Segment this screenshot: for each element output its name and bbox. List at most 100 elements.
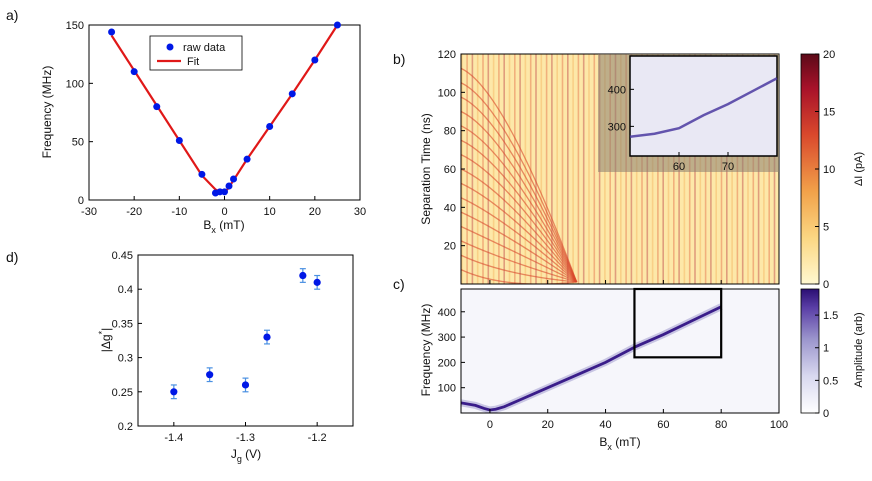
inset-ytick-label: 300 — [608, 121, 626, 133]
panel-a-ytick-label: 0 — [78, 195, 84, 207]
raw-data-point — [333, 21, 341, 29]
colorbar-tick-label: 15 — [823, 107, 835, 119]
spectrum-trace — [461, 305, 722, 412]
panel-a-xtick-label: -30 — [81, 206, 97, 218]
fringe-curve — [461, 139, 578, 283]
fringe-line — [556, 54, 558, 284]
panel-label-b: b) — [393, 51, 405, 67]
gfactor-point — [299, 268, 307, 283]
raw-data-point — [311, 56, 319, 64]
inset-trace — [629, 77, 778, 138]
panel-label-d: d) — [6, 249, 18, 265]
panel-c-xlabel: Bx (mT) — [599, 435, 640, 452]
panel-c-xtick-label: 20 — [542, 419, 554, 431]
panel-b-ytick-label: 40 — [444, 202, 456, 214]
gfactor-point — [241, 377, 250, 393]
fringe-line — [582, 54, 585, 284]
panel-c-xtick-label: 80 — [715, 419, 727, 431]
colorbar-tick-label: 20 — [823, 49, 835, 61]
raw-data-point — [221, 188, 228, 196]
panel-d-ytick-label: 0.25 — [112, 387, 133, 399]
panel-d-xtick-label: -1.2 — [308, 432, 327, 444]
fringe-curve — [461, 225, 577, 283]
fringe-line — [498, 54, 500, 284]
fringe-curve — [461, 67, 578, 283]
gfactor-point — [206, 367, 214, 383]
panel-d-xtick-label: -1.4 — [164, 432, 183, 444]
panel-a-ytick-label: 50 — [72, 137, 84, 149]
panel-d-ylabel: |Δg*| — [97, 328, 113, 352]
fringe-line — [540, 54, 543, 284]
fringe-line — [561, 54, 564, 284]
panel-c-frame — [460, 288, 780, 414]
fringe-curve — [461, 82, 578, 283]
fringe-curve — [461, 254, 577, 283]
zoom-box — [633, 287, 723, 359]
fringe-line — [466, 54, 468, 284]
raw-data-point — [130, 68, 138, 76]
fringe-curve — [461, 168, 578, 283]
panel-c-ytick-label: 100 — [438, 383, 456, 395]
colorbar-tick-label: 10 — [823, 164, 835, 176]
fringe-curve — [461, 154, 578, 283]
panel-d-xlabel: Jg (V) — [231, 447, 261, 464]
panel-c-ylabel: Frequency (MHz) — [419, 304, 433, 397]
colorbar-tick-label: 0 — [823, 279, 829, 291]
panel-c-xtick-label: 60 — [657, 419, 669, 431]
panel-a-ytick-label: 150 — [66, 20, 84, 32]
panel-label-c: c) — [393, 276, 405, 292]
panel-label-a: a) — [6, 7, 18, 23]
fringe-line — [487, 54, 490, 284]
fringe-line — [577, 54, 580, 284]
panel-b-heatmap: 20 40 60 80 100 120 60 70 300 400 Separation Tim… — [419, 49, 780, 285]
panel-a-xtick-label: 0 — [221, 206, 227, 218]
panel-c-xtick-label: 0 — [487, 419, 493, 431]
fringe-line — [545, 54, 548, 284]
panel-d-ytick-label: 0.2 — [118, 421, 133, 433]
raw-data-point — [266, 123, 274, 130]
inset-xtick-label: 70 — [722, 161, 734, 173]
panel-c-ytick-label: 200 — [438, 357, 456, 369]
colorbar-tick-label: 1 — [823, 343, 829, 355]
fringe-curve — [461, 110, 578, 283]
fringe-line — [476, 54, 479, 284]
panel-a-ylabel: Frequency (MHz) — [40, 66, 54, 159]
fringe-line — [519, 54, 521, 284]
fringe-curve — [461, 125, 578, 283]
panel-a-xtick-label: 30 — [354, 206, 366, 218]
fringe-line — [572, 54, 574, 284]
raw-data-point — [198, 170, 206, 178]
fringe-line — [508, 54, 511, 284]
panel-c-ytick-label: 400 — [438, 307, 456, 319]
gfactor-point — [313, 274, 321, 290]
inset-ytick-label: 400 — [608, 84, 626, 96]
panel-d-ytick-label: 0.35 — [112, 318, 133, 330]
panel-a-xtick-label: 10 — [264, 206, 276, 218]
panel-b-ytick-label: 60 — [444, 164, 456, 176]
colorbar-c-label: Amplitude (arb) — [853, 312, 865, 387]
panel-a-chart: -30 -20 -10 0 10 20 30 0 50 100 150 raw data Fit F… — [40, 20, 366, 235]
colorbar-tick-label: 0 — [823, 408, 829, 420]
panel-c-heatmap: 0 20 40 60 80 100 100 200 300 400 Frequency (MHz)… — [419, 287, 788, 452]
fringe-curve — [461, 211, 578, 283]
colorbar-tick-label: 5 — [823, 222, 829, 234]
colorbar-tick-label: 1.5 — [823, 310, 838, 322]
raw-data-point — [153, 103, 161, 111]
panel-a-legend: raw data Fit — [149, 35, 243, 71]
raw-data-point — [243, 155, 251, 163]
legend-label-raw-data: raw data — [183, 42, 226, 54]
panel-a-xtick-label: 20 — [309, 206, 321, 218]
panel-b-ytick-label: 120 — [438, 49, 456, 61]
panel-d-ytick-label: 0.4 — [118, 284, 133, 296]
panel-b-ytick-label: 100 — [438, 87, 456, 99]
legend-label-fit: Fit — [187, 56, 199, 68]
fringe-line — [588, 54, 590, 284]
fringe-line — [551, 54, 553, 284]
panel-c-ytick-label: 300 — [438, 332, 456, 344]
panel-d-ytick-label: 0.45 — [112, 250, 133, 262]
fringe-line — [567, 54, 569, 284]
fringe-curve — [461, 240, 577, 283]
panel-c-xtick-label: 100 — [770, 419, 788, 431]
panel-d-frame — [137, 254, 354, 427]
gfactor-point — [170, 384, 178, 400]
